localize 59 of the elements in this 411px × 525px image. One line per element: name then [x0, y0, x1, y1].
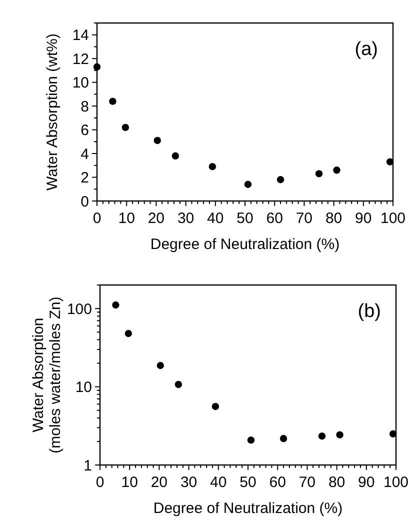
point [247, 436, 255, 444]
y-axis-title: Water Absorption (wt%) [44, 34, 61, 190]
point [156, 362, 164, 370]
point [172, 152, 180, 160]
x-tick-label: 50 [240, 474, 256, 491]
x-tick-label: 100 [383, 474, 409, 491]
y-tick-label: 8 [80, 98, 89, 116]
x-tick-label: 80 [328, 474, 346, 491]
point [208, 162, 216, 170]
x-tick-label: 60 [269, 474, 286, 491]
x-axis-title: Degree of Neutralization (%) [150, 236, 340, 253]
x-tick-label: 70 [296, 210, 313, 227]
point [244, 180, 252, 188]
y-tick-label: 10 [72, 74, 89, 92]
point [276, 176, 284, 184]
point [386, 158, 394, 166]
point [93, 63, 101, 71]
point [315, 170, 323, 178]
x-tick-label: 50 [236, 210, 254, 227]
x-tick-label: 40 [207, 210, 224, 227]
x-tick-label: 90 [355, 210, 372, 227]
point [389, 430, 397, 438]
point [122, 124, 130, 132]
point [124, 330, 132, 338]
x-tick-label: 40 [210, 474, 227, 491]
x-tick-label: 10 [121, 474, 138, 491]
x-tick-label: 80 [325, 210, 342, 227]
x-tick-label: 20 [148, 210, 165, 227]
x-tick-label: 20 [150, 474, 168, 491]
y-tick-label: 1 [84, 457, 92, 474]
x-tick-label: 60 [266, 210, 283, 227]
annotation: (a) [354, 39, 378, 60]
y-tick-label: 10 [75, 379, 92, 396]
point [318, 432, 326, 440]
point [174, 380, 182, 388]
x-axis-title: Degree of Neutralization (%) [153, 500, 343, 517]
y-tick-label: 4 [80, 146, 89, 163]
point [112, 301, 120, 309]
x-tick-label: 10 [118, 210, 135, 227]
y-axis-title: Water Absorption (moles water/moles Zn) [30, 296, 64, 454]
y-tick-label: 6 [80, 122, 89, 140]
annotation: (b) [358, 301, 381, 322]
point [212, 402, 220, 410]
point [280, 434, 288, 442]
y-tick-label: 14 [72, 27, 89, 44]
y-tick-label: 2 [80, 170, 89, 187]
x-tick-label: 90 [358, 474, 375, 491]
y-tick-label: 12 [72, 50, 89, 68]
y-tick-label: 100 [66, 300, 92, 318]
point [109, 98, 116, 105]
x-tick-label: 0 [96, 474, 104, 491]
x-tick-label: 70 [298, 474, 316, 491]
x-tick-label: 100 [380, 210, 406, 227]
x-tick-label: 30 [180, 474, 198, 491]
x-tick-label: 30 [177, 210, 194, 227]
y-tick-label: 0 [80, 193, 89, 210]
point [154, 136, 161, 144]
point [336, 431, 344, 438]
point [333, 166, 340, 174]
